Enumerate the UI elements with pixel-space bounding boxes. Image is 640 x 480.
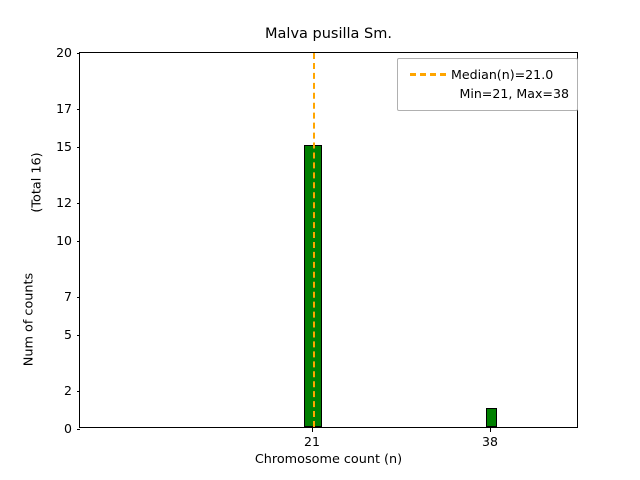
legend-label-minmax: Min=21, Max=38 bbox=[459, 86, 569, 101]
y-tick-label-12: 12 bbox=[56, 195, 72, 211]
x-tick-mark-38 bbox=[490, 428, 491, 432]
y-tick-label-20: 20 bbox=[56, 45, 72, 60]
median-line bbox=[313, 53, 315, 427]
legend-swatch-cell bbox=[405, 73, 451, 76]
plot-area bbox=[76, 52, 578, 430]
y-tick-mark-0 bbox=[76, 428, 80, 430]
y-tick-mark-5 bbox=[76, 334, 80, 336]
legend: Median(n)=21.0 Min=21, Max=38 bbox=[397, 58, 578, 111]
legend-entry-median: Median(n)=21.0 bbox=[405, 65, 570, 84]
y-tick-label-7: 7 bbox=[64, 289, 72, 305]
legend-label-median: Median(n)=21.0 bbox=[451, 67, 554, 82]
y-tick-label-5: 5 bbox=[64, 327, 72, 342]
y-tick-label-15: 15 bbox=[56, 139, 72, 154]
y-tick-mark-15 bbox=[76, 146, 80, 148]
y-tick-label-10: 10 bbox=[56, 233, 72, 248]
y-tick-mark-20 bbox=[76, 53, 80, 54]
y-tick-mark-2 bbox=[76, 391, 80, 393]
bar-38[interactable] bbox=[485, 408, 497, 427]
y-axis-label: Num of counts bbox=[21, 272, 37, 367]
x-tick-label-21: 21 bbox=[304, 434, 320, 449]
y-tick-mark-12 bbox=[76, 203, 80, 205]
legend-entry-minmax: Min=21, Max=38 bbox=[405, 84, 570, 103]
y-tick-mark-17 bbox=[76, 109, 80, 111]
y-tick-mark-10 bbox=[76, 240, 80, 242]
x-axis-label: Chromosome count (n) bbox=[254, 452, 403, 467]
plot-inner bbox=[76, 53, 577, 430]
dashed-line-icon bbox=[410, 73, 446, 76]
y-tick-label-0: 0 bbox=[64, 421, 72, 436]
chart-title: Malva pusilla Sm. bbox=[265, 26, 392, 42]
y-tick-label-17: 17 bbox=[56, 101, 72, 117]
y-axis-sublabel: (Total 16) bbox=[29, 152, 45, 213]
x-tick-label-38: 38 bbox=[482, 434, 498, 449]
y-tick-mark-7 bbox=[76, 297, 80, 299]
x-tick-mark-21 bbox=[312, 428, 313, 432]
y-tick-label-2: 2 bbox=[64, 383, 72, 399]
